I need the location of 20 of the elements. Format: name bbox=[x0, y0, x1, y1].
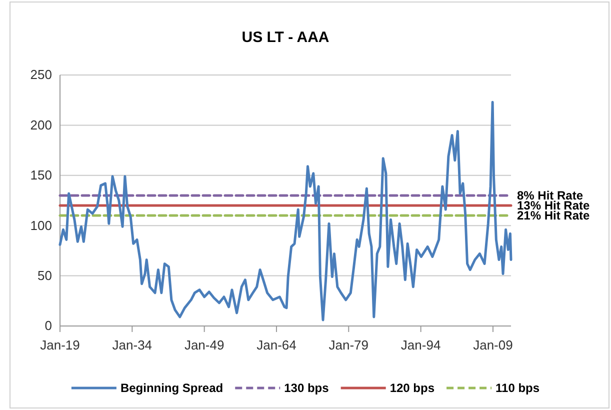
y-tick-label: 200 bbox=[30, 117, 52, 132]
y-tick-label: 250 bbox=[30, 67, 52, 82]
y-tick-label: 100 bbox=[30, 218, 52, 233]
legend-label: 120 bps bbox=[390, 381, 435, 395]
chart-title: US LT - AAA bbox=[242, 29, 330, 46]
annotation: 21% Hit Rate bbox=[517, 208, 590, 223]
legend-label: 110 bps bbox=[496, 381, 540, 395]
x-tick-label: Jan-94 bbox=[400, 337, 441, 352]
legend-label: 130 bps bbox=[284, 381, 330, 395]
legend-label: Beginning Spread bbox=[120, 381, 224, 395]
x-tick-label: Jan-19 bbox=[40, 337, 80, 352]
x-tick-label: Jan-64 bbox=[256, 337, 296, 352]
y-tick-label: 150 bbox=[30, 168, 52, 183]
line-series bbox=[58, 100, 512, 322]
x-tick-label: Jan-79 bbox=[328, 337, 369, 352]
x-tick-label: Jan-09 bbox=[473, 337, 513, 352]
y-tick-label: 0 bbox=[44, 318, 52, 334]
x-tick-label: Jan-49 bbox=[184, 337, 224, 352]
y-tick-label: 50 bbox=[38, 268, 52, 283]
x-tick-label: Jan-34 bbox=[112, 337, 152, 352]
